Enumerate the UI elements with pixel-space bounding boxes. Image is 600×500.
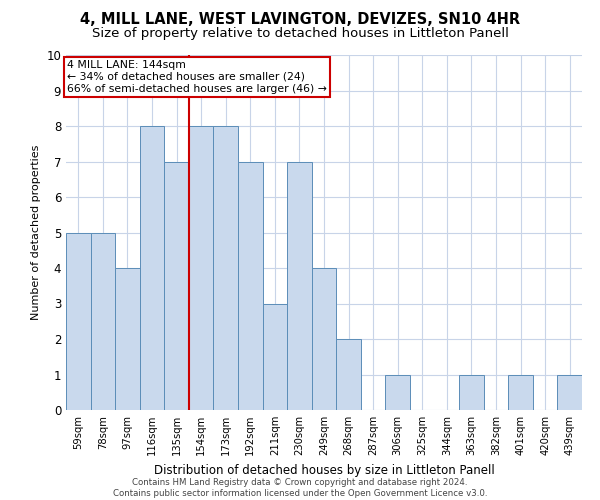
Y-axis label: Number of detached properties: Number of detached properties: [31, 145, 41, 320]
Bar: [238, 162, 263, 410]
Bar: [164, 162, 189, 410]
Text: 4 MILL LANE: 144sqm
← 34% of detached houses are smaller (24)
66% of semi-detach: 4 MILL LANE: 144sqm ← 34% of detached ho…: [67, 60, 327, 94]
Bar: [459, 374, 484, 410]
Text: Size of property relative to detached houses in Littleton Panell: Size of property relative to detached ho…: [92, 28, 508, 40]
Bar: [214, 126, 238, 410]
Bar: [287, 162, 312, 410]
Bar: [189, 126, 214, 410]
Bar: [263, 304, 287, 410]
Bar: [508, 374, 533, 410]
Bar: [66, 232, 91, 410]
Bar: [312, 268, 336, 410]
Bar: [115, 268, 140, 410]
Bar: [385, 374, 410, 410]
Bar: [557, 374, 582, 410]
Text: 4, MILL LANE, WEST LAVINGTON, DEVIZES, SN10 4HR: 4, MILL LANE, WEST LAVINGTON, DEVIZES, S…: [80, 12, 520, 28]
X-axis label: Distribution of detached houses by size in Littleton Panell: Distribution of detached houses by size …: [154, 464, 494, 476]
Text: Contains HM Land Registry data © Crown copyright and database right 2024.
Contai: Contains HM Land Registry data © Crown c…: [113, 478, 487, 498]
Bar: [91, 232, 115, 410]
Bar: [336, 339, 361, 410]
Bar: [140, 126, 164, 410]
